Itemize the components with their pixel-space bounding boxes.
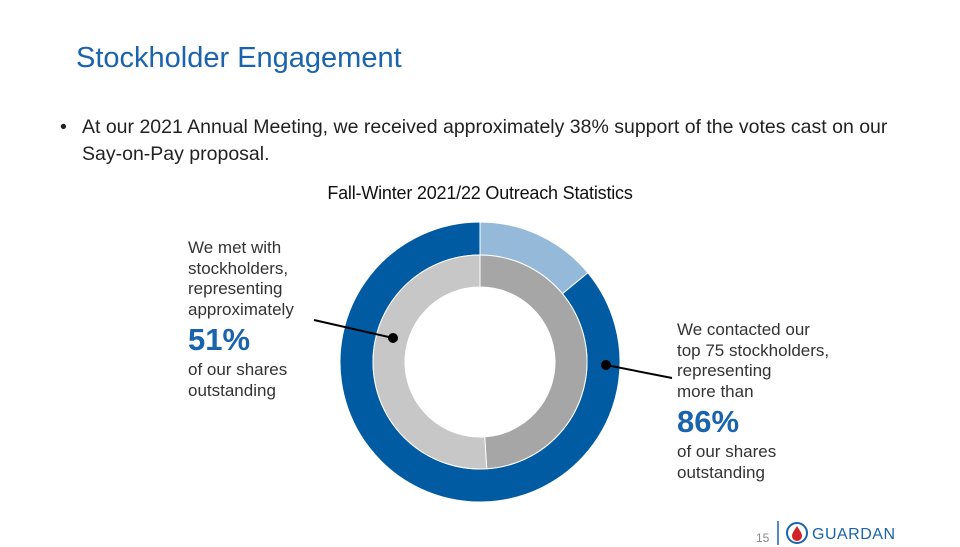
left-callout: We met with stockholders, representing a… [188, 238, 294, 401]
page-number: 15 [756, 531, 770, 545]
inner-ring-slice-1 [372, 254, 488, 470]
right-callout: We contacted our top 75 stockholders, re… [677, 320, 829, 483]
left-text: outstanding [188, 380, 276, 400]
svg-text:GUARDANT: GUARDANT [812, 526, 896, 543]
right-leader-dot [601, 360, 611, 370]
right-text: representing [677, 361, 772, 380]
left-text: representing [188, 279, 283, 298]
left-leader-dot [388, 333, 398, 343]
bullet-text: At our 2021 Annual Meeting, we received … [60, 114, 902, 168]
right-value: 86% [677, 404, 740, 439]
left-leader-line [313, 319, 394, 339]
left-value: 51% [188, 322, 251, 357]
right-leader-line [605, 364, 673, 379]
left-text: stockholders, [188, 258, 289, 278]
left-text: approximately [188, 299, 294, 319]
right-text: outstanding [677, 462, 765, 482]
blood-drop-icon [786, 522, 808, 544]
inner-ring-slice-0 [479, 254, 588, 470]
left-text: We met with [188, 238, 282, 257]
left-text: of our shares [188, 360, 288, 379]
right-text: We contacted our [677, 320, 810, 339]
page-title: Stockholder Engagement [76, 42, 402, 74]
right-text: of our shares [677, 442, 777, 461]
chart-title: Fall-Winter 2021/22 Outreach Statistics [327, 183, 633, 203]
guardant-logo: GUARDANT [777, 521, 896, 545]
right-text: more than [677, 381, 754, 401]
right-text: top 75 stockholders, [677, 340, 830, 360]
